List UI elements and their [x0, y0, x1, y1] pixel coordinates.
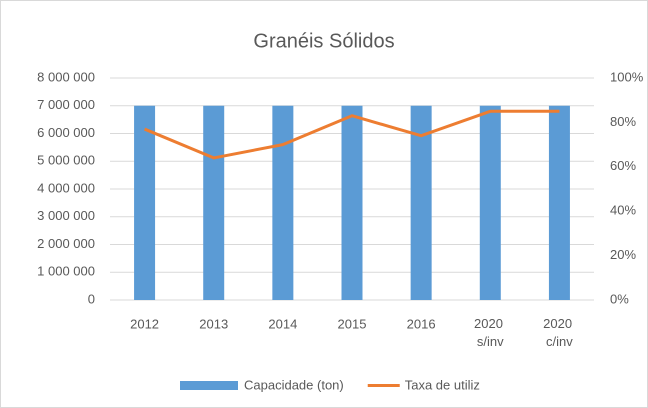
y2-tick-label: 20% — [610, 247, 636, 262]
y-tick-label: 4 000 000 — [37, 180, 95, 195]
y2-tick-label: 80% — [610, 114, 636, 129]
y2-tick-label: 0% — [610, 291, 629, 306]
x-tick-label: 2020 c/inv — [543, 316, 576, 349]
x-tick-label: 2013 — [199, 316, 228, 331]
y-tick-label: 3 000 000 — [37, 208, 95, 223]
y2-tick-label: 100% — [610, 69, 644, 84]
bar — [203, 105, 225, 300]
y-tick-label: 6 000 000 — [37, 125, 95, 140]
y-tick-label: 8 000 000 — [37, 69, 95, 84]
bar — [272, 105, 294, 300]
y-tick-label: 5 000 000 — [37, 153, 95, 168]
y-tick-label: 0 — [88, 291, 95, 306]
legend-swatch — [180, 381, 238, 390]
y-tick-label: 1 000 000 — [37, 264, 95, 279]
x-tick-label: 2015 — [338, 316, 367, 331]
chart-title: Granéis Sólidos — [253, 30, 394, 52]
bar — [479, 105, 501, 300]
x-tick-label: 2014 — [268, 316, 297, 331]
x-tick-label: 2016 — [407, 316, 436, 331]
bar — [134, 105, 156, 300]
y-tick-label: 7 000 000 — [37, 97, 95, 112]
x-tick-label: 2020 s/inv — [474, 316, 507, 349]
bar — [341, 105, 363, 300]
bar — [410, 105, 432, 300]
bar — [548, 105, 570, 300]
y2-tick-label: 60% — [610, 158, 636, 173]
legend-label: Taxa de utiliz — [405, 377, 480, 392]
line — [143, 109, 560, 160]
y-tick-label: 2 000 000 — [37, 236, 95, 251]
x-tick-label: 2012 — [130, 316, 159, 331]
y2-tick-label: 40% — [610, 203, 636, 218]
legend-label: Capacidade (ton) — [244, 377, 344, 392]
